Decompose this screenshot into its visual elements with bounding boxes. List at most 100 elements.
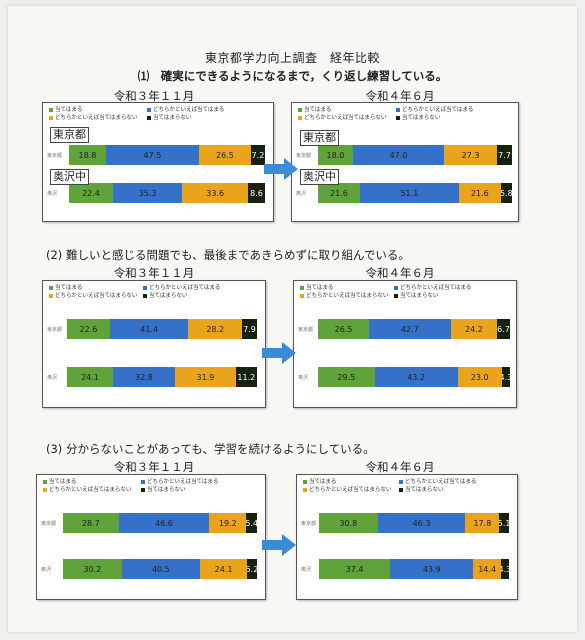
q3-after-label: 令和４年６月	[365, 460, 435, 474]
legend-label: 当てはまる	[306, 285, 334, 291]
arrow-right-icon	[262, 534, 296, 556]
row-label: 奥沢	[298, 375, 309, 381]
legend-swatch	[49, 293, 53, 298]
legend-item: どちらかといえば当てはまる	[147, 106, 224, 114]
legend-label: どちらかといえば当てはまらない	[304, 115, 387, 121]
legend-label: どちらかといえば当てはまらない	[55, 293, 138, 299]
legend-swatch	[396, 107, 400, 112]
legend-label: どちらかといえば当てはまらない	[306, 293, 389, 299]
bar-segment: 46.3	[377, 513, 466, 533]
bar-segment: 30.2	[63, 559, 122, 579]
q2-after-label: 令和４年６月	[365, 266, 435, 280]
bar-segment: 18.0	[318, 145, 353, 165]
bar-segment: 11.2	[235, 367, 257, 387]
tag-tokyo: 東京都	[300, 130, 339, 146]
bar-segment: 43.9	[390, 559, 474, 579]
bar-segment: 35.3	[112, 183, 183, 203]
bar-segment: 24.1	[67, 367, 113, 387]
bar-segment: 24.2	[450, 319, 498, 339]
legend-item: 当てはまらない	[394, 292, 438, 300]
legend-label: 当てはまらない	[400, 293, 439, 299]
legend-item: どちらかといえば当てはまる	[394, 284, 471, 292]
legend-label: どちらかといえば当てはまる	[153, 107, 225, 113]
legend-swatch	[394, 293, 398, 298]
legend-swatch	[141, 479, 145, 484]
bar-segment: 46.6	[118, 513, 210, 533]
stacked-bar: 18.0 47.0 27.3 7.7	[318, 145, 512, 165]
bar-segment: 5.2	[246, 559, 257, 579]
bar-segment: 29.5	[318, 367, 375, 387]
tag-okusawa: 奥沢中	[300, 169, 339, 185]
legend-label: 当てはまる	[49, 479, 77, 485]
legend-swatch	[399, 487, 403, 492]
bar-segment: 26.5	[318, 319, 369, 339]
q1-after-label: 令和４年６月	[365, 89, 435, 103]
legend-label: どちらかといえば当てはまる	[402, 107, 474, 113]
legend-swatch	[143, 285, 147, 290]
bar-segment: 28.2	[188, 319, 242, 339]
legend-item: 当てはまらない	[399, 486, 443, 494]
legend-swatch	[49, 285, 53, 290]
bar-segment: 51.1	[359, 183, 459, 203]
bar-segment: 24.1	[200, 559, 247, 579]
bar-segment: 40.5	[121, 559, 201, 579]
arrow-right-icon	[262, 342, 296, 364]
legend-item: どちらかといえば当てはまらない	[49, 292, 137, 300]
legend-label: 当てはまらない	[147, 487, 186, 493]
bar-segment: 19.2	[209, 513, 247, 533]
legend-swatch	[300, 285, 304, 290]
stacked-bar: 22.4 35.3 33.6 8.6	[69, 183, 265, 203]
stacked-bar: 29.5 43.2 23.0 4.3	[318, 367, 510, 387]
legend-swatch	[303, 479, 307, 484]
bar-segment: 43.2	[374, 367, 458, 387]
legend-swatch	[43, 479, 47, 484]
legend-item: 当てはまらない	[396, 114, 440, 122]
legend-item: 当てはまらない	[141, 486, 185, 494]
bar-segment: 6.7	[497, 319, 510, 339]
legend-item: どちらかといえば当てはまらない	[300, 292, 388, 300]
legend-swatch	[43, 487, 47, 492]
legend-item: どちらかといえば当てはまる	[143, 284, 220, 292]
bar-segment: 5.4	[246, 513, 257, 533]
arrow-right-icon	[264, 158, 298, 180]
bar-segment: 37.4	[319, 559, 391, 579]
legend-item: どちらかといえば当てはまらない	[298, 114, 386, 122]
q3-before-label: 令和３年１１月	[113, 460, 195, 474]
legend-item: 当てはまる	[298, 106, 331, 114]
page-title: 東京都学力向上調査 経年比較	[204, 51, 380, 65]
legend-label: 当てはまらない	[402, 115, 441, 121]
legend-swatch	[300, 293, 304, 298]
legend-item: どちらかといえば当てはまらない	[303, 486, 391, 494]
row-label: 奥沢	[47, 375, 58, 381]
bar-segment: 32.8	[112, 367, 176, 387]
legend-item: どちらかといえば当てはまる	[141, 478, 218, 486]
bar-segment: 4.3	[500, 559, 509, 579]
legend-label: 当てはまる	[55, 285, 83, 291]
row-label: 奥沢	[47, 191, 58, 197]
legend-label: どちらかといえば当てはまらない	[309, 487, 392, 493]
bar-segment: 30.8	[319, 513, 378, 533]
bar-segment: 23.0	[457, 367, 502, 387]
row-label: 東京都	[296, 153, 312, 159]
row-label: 奥沢	[41, 567, 52, 573]
tag-okusawa: 奥沢中	[50, 169, 89, 185]
bar-segment: 5.8	[500, 183, 512, 203]
chart-panel-q3-after: 当てはまる どちらかといえば当てはまる どちらかといえば当てはまらない 当てはまらない…	[296, 474, 518, 600]
legend-item: どちらかといえば当てはまらない	[43, 486, 131, 494]
row-label: 東京都	[41, 521, 57, 527]
chart-panel-q2-after: 当てはまる どちらかといえば当てはまる どちらかといえば当てはまらない 当てはまらない…	[293, 280, 517, 408]
legend-swatch	[298, 107, 302, 112]
question-2-title: (2) 難しいと感じる問題でも、最後まであきらめずに取り組んでいる。	[46, 248, 410, 262]
legend-label: 当てはまる	[304, 107, 332, 113]
bar-segment: 41.4	[109, 319, 189, 339]
legend-swatch	[147, 115, 151, 120]
bar-segment: 33.6	[182, 183, 249, 203]
bar-segment: 7.2	[250, 145, 265, 165]
legend-swatch	[49, 115, 53, 120]
bar-segment: 21.6	[318, 183, 360, 203]
legend-item: どちらかといえば当てはまる	[399, 478, 476, 486]
legend-item: 当てはまる	[49, 284, 82, 292]
bar-segment: 18.8	[69, 145, 106, 165]
legend-label: どちらかといえば当てはまる	[405, 479, 477, 485]
row-label: 東京都	[298, 327, 314, 333]
